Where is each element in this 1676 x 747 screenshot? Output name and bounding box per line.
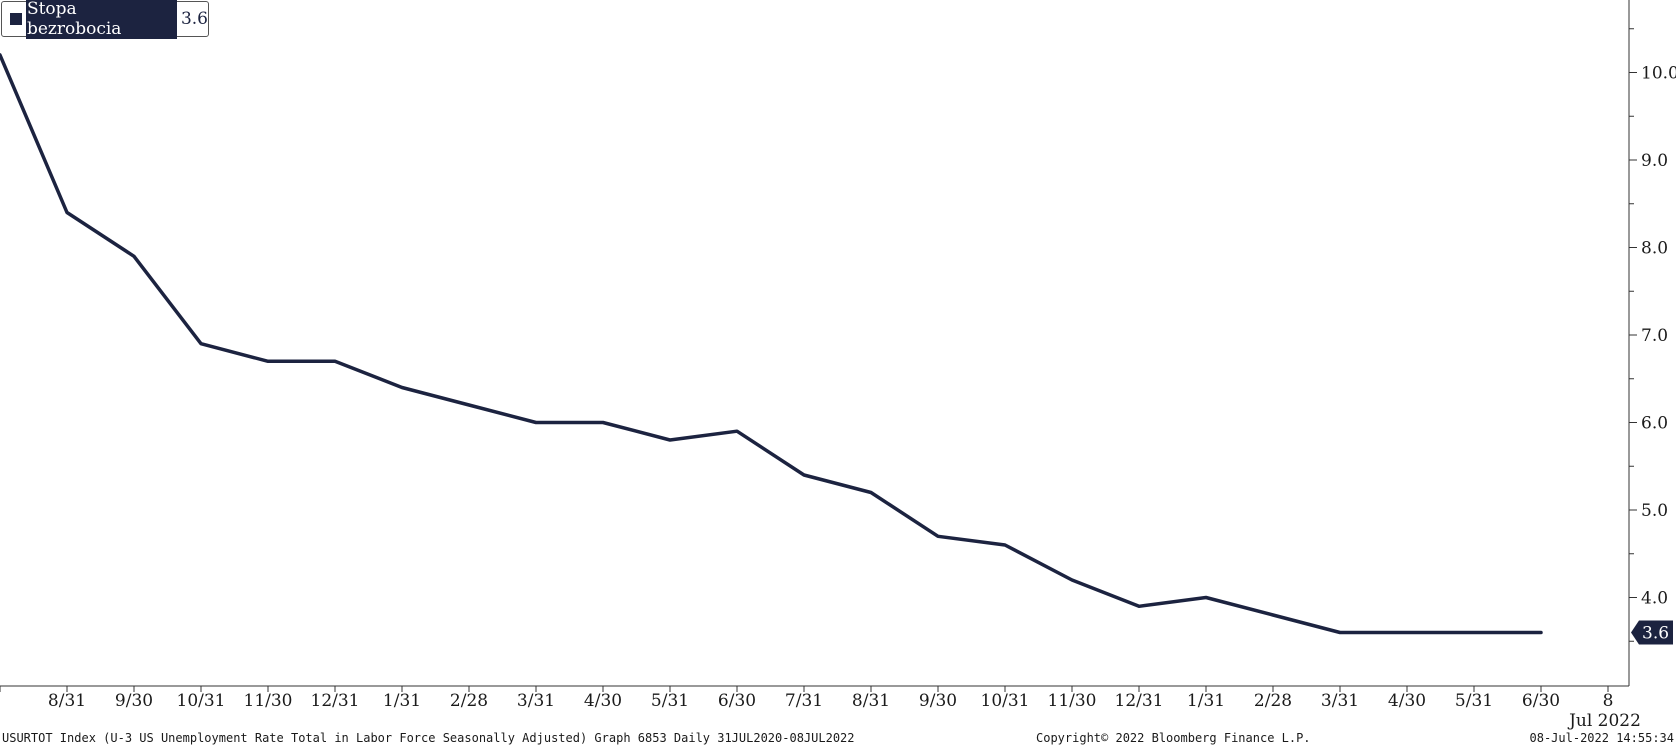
- legend-series-name: Stopa bezrobocia: [25, 0, 177, 39]
- x-tick-label: 8: [1603, 691, 1614, 711]
- x-tick-label: 2/28: [450, 691, 488, 711]
- x-tick-label: 4/30: [584, 691, 622, 711]
- x-tick-label: 6/30: [718, 691, 756, 711]
- series-line: [0, 53, 1543, 635]
- x-tick-label: 10/31: [981, 691, 1030, 711]
- x-sub-label: Jul 2022: [1567, 711, 1641, 731]
- x-tick-label: 8/31: [48, 691, 86, 711]
- legend-series-value: 3.6: [180, 9, 208, 29]
- x-tick-label: 5/31: [651, 691, 689, 711]
- footer-copyright: Copyright© 2022 Bloomberg Finance L.P.: [1036, 731, 1311, 745]
- last-value-badge-text: 3.6: [1642, 624, 1669, 644]
- x-tick-label: 8/31: [852, 691, 890, 711]
- footer-timestamp: 08-Jul-2022 14:55:34: [1530, 731, 1675, 745]
- x-tick-label: 11/30: [244, 691, 293, 711]
- last-value-badge: [1631, 620, 1673, 645]
- footer: USURTOT Index (U-3 US Unemployment Rate …: [2, 731, 1674, 745]
- x-axis: 8/31 9/30 10/31 11/30 12/31 1/31 2/28 3/31 4/30 5…: [0, 685, 1641, 731]
- footer-source: USURTOT Index (U-3 US Unemployment Rate …: [2, 731, 855, 745]
- series-layer: [0, 53, 1543, 635]
- x-tick-label: 1/31: [383, 691, 421, 711]
- x-tick-label: 11/30: [1048, 691, 1097, 711]
- x-tick-label: 3/31: [1321, 691, 1359, 711]
- x-tick-label: 9/30: [115, 691, 153, 711]
- x-tick-label: 7/31: [785, 691, 823, 711]
- y-tick-label: 9.0: [1641, 151, 1668, 171]
- x-tick-label: 2/28: [1254, 691, 1292, 711]
- x-tick-label: 5/31: [1455, 691, 1493, 711]
- y-tick-label: 4.0: [1641, 589, 1668, 609]
- y-tick-label: 6.0: [1641, 414, 1668, 434]
- x-tick-label: 4/30: [1388, 691, 1426, 711]
- legend[interactable]: Stopa bezrobocia 3.6: [1, 0, 209, 39]
- x-tick-label: 3/31: [517, 691, 555, 711]
- x-tick-label: 6/30: [1522, 691, 1560, 711]
- y-tick-label: 7.0: [1641, 326, 1668, 346]
- x-tick-label: 12/31: [1115, 691, 1164, 711]
- y-tick-label: 5.0: [1641, 501, 1668, 521]
- x-tick-label: 12/31: [311, 691, 360, 711]
- x-tick-label: 10/31: [177, 691, 226, 711]
- y-tick-label: 8.0: [1641, 239, 1668, 259]
- x-tick-label: 9/30: [919, 691, 957, 711]
- y-axis: 4.0 5.0 6.0 7.0 8.0 9.0 10.0: [1628, 0, 1676, 686]
- legend-swatch: [10, 13, 22, 25]
- y-tick-label: 10.0: [1641, 64, 1676, 84]
- x-tick-label: 1/31: [1187, 691, 1225, 711]
- last-value-badge-layer: 3.6: [1631, 620, 1673, 645]
